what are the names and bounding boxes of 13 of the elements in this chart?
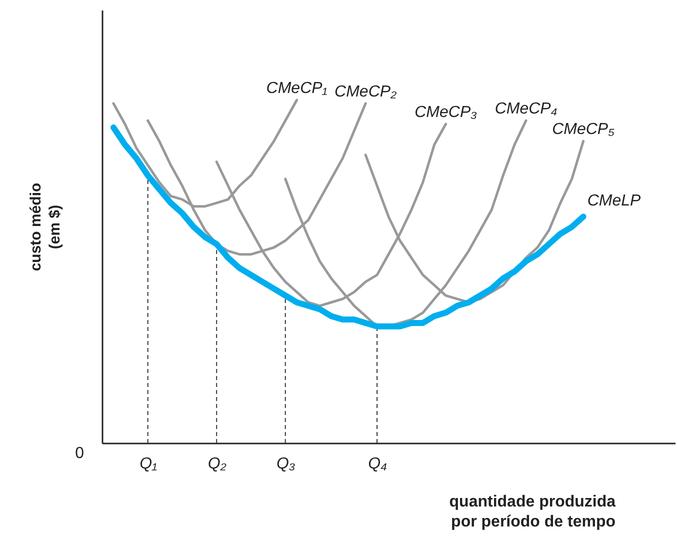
series-label: CMeCP₄ <box>494 100 558 118</box>
y-axis-title: custo médio (em $) <box>28 182 64 272</box>
series-label: CMeCP₃ <box>414 104 477 122</box>
text: 0 <box>75 445 84 462</box>
x-tick-label: Q₄ <box>368 456 387 472</box>
series-label: CMeCP₅ <box>552 121 616 138</box>
x-tick-label: Q₁ <box>140 456 158 472</box>
x-tick-label: Q₂ <box>208 456 226 472</box>
series-label: CMeLP <box>587 192 641 210</box>
x-axis-title: quantidade produzida por período de tempo <box>449 494 616 530</box>
series-label: CMeCP₁ <box>266 80 328 97</box>
series-label: CMeCP₂ <box>334 83 397 100</box>
x-tick-label: Q₃ <box>276 456 296 472</box>
